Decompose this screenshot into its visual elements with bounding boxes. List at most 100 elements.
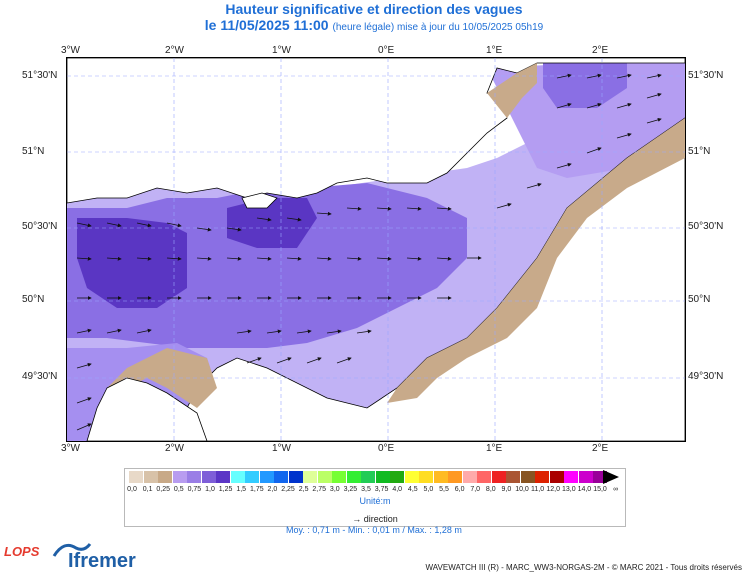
lon-label-top: 2°E bbox=[592, 45, 609, 56]
legend-swatch bbox=[564, 471, 578, 483]
lon-label-bottom: 0°E bbox=[378, 443, 395, 454]
land-isle-of-wight bbox=[241, 192, 278, 209]
legend-unit: Unité:m bbox=[359, 496, 391, 506]
legend-tick: 0,75 bbox=[187, 486, 202, 493]
legend-swatch bbox=[158, 471, 172, 483]
legend-tick: 4,0 bbox=[392, 486, 403, 493]
legend-tick: 6,0 bbox=[454, 486, 465, 493]
legend-tick: 15,0 bbox=[593, 486, 607, 493]
lon-label-top: 2°W bbox=[165, 45, 184, 56]
legend-tick: 1,75 bbox=[249, 486, 264, 493]
legend-tick: 7,0 bbox=[470, 486, 481, 493]
land-england bbox=[67, 58, 685, 204]
map-date: le 11/05/2025 11:00 (heure légale) mise … bbox=[0, 17, 748, 33]
coastal-shallow-france bbox=[387, 118, 685, 403]
lat-label-right: 50°N bbox=[688, 294, 711, 305]
lon-label-bottom: 1°E bbox=[486, 443, 503, 454]
legend-swatch bbox=[549, 471, 564, 483]
direction-arrow-icon: → bbox=[352, 514, 362, 524]
lon-label-bottom: 2°W bbox=[165, 443, 184, 454]
lon-label-top: 0°E bbox=[378, 45, 395, 56]
legend-swatch bbox=[491, 471, 506, 483]
legend: 0,0 0,1 0,25 0,5 0,75 1,0 1,25 1,5 1,75 2,0 2,25 2,… bbox=[124, 468, 626, 527]
legend-tick: 14,0 bbox=[577, 486, 592, 493]
legend-tick: 8,0 bbox=[485, 486, 496, 493]
land-cotentin bbox=[86, 377, 208, 441]
legend-tick: 0,5 bbox=[173, 486, 184, 493]
credit: WAVEWATCH III (R) - MARC_WW3-NORGAS-2M -… bbox=[425, 563, 742, 572]
lon-label-bottom: 2°E bbox=[592, 443, 609, 454]
legend-swatch bbox=[433, 471, 448, 483]
lat-label-right: 49°30'N bbox=[688, 371, 724, 382]
legend-swatch bbox=[274, 471, 288, 483]
lat-label-right: 51°N bbox=[688, 146, 711, 157]
lat-label-left: 51°30'N bbox=[22, 70, 58, 81]
wave-logo-icon bbox=[52, 543, 92, 557]
legend-tick: 9,0 bbox=[501, 486, 512, 493]
legend-swatch bbox=[448, 471, 462, 483]
legend-swatch bbox=[143, 471, 158, 483]
legend-tick: 13,0 bbox=[561, 486, 576, 493]
lops-logo: LOPS bbox=[4, 544, 40, 559]
legend-swatch bbox=[187, 471, 201, 483]
legend-tick: 1,0 bbox=[205, 486, 215, 493]
legend-swatch bbox=[216, 471, 230, 483]
sea-zone-dark-west bbox=[77, 218, 187, 308]
legend-tick: 3,25 bbox=[343, 486, 358, 493]
legend-tick: 0,0 bbox=[127, 486, 137, 493]
lat-label-left: 51°N bbox=[22, 146, 45, 157]
legend-swatch bbox=[259, 471, 274, 483]
legend-tick: 0,25 bbox=[156, 486, 170, 493]
legend-arrow-end bbox=[603, 470, 619, 484]
legend-tick: 1,25 bbox=[218, 486, 233, 493]
legend-swatch bbox=[390, 471, 404, 483]
legend-swatch bbox=[230, 471, 245, 483]
legend-swatch bbox=[346, 471, 361, 483]
legend-swatch bbox=[506, 471, 520, 483]
legend-tick: 2,0 bbox=[267, 486, 278, 493]
lon-label-bottom: 3°W bbox=[61, 443, 80, 454]
lat-label-left: 50°N bbox=[22, 294, 45, 305]
legend-tick: 4,5 bbox=[407, 486, 418, 493]
legend-swatch bbox=[520, 471, 535, 483]
map-title: Hauteur significative et direction des v… bbox=[225, 1, 523, 17]
legend-tick: 2,75 bbox=[312, 486, 326, 493]
legend-swatch bbox=[332, 471, 346, 483]
legend-swatch bbox=[317, 471, 332, 483]
legend-swatch bbox=[462, 471, 477, 483]
legend-swatch bbox=[375, 471, 390, 483]
lat-label-right: 51°30'N bbox=[688, 70, 724, 81]
legend-swatch bbox=[172, 471, 187, 483]
lon-label-bottom: 1°W bbox=[272, 443, 291, 454]
legend-swatch bbox=[129, 471, 143, 483]
lat-label-left: 49°30'N bbox=[22, 371, 58, 382]
legend-tick: 3,5 bbox=[361, 486, 371, 493]
lon-label-top: 1°E bbox=[486, 45, 503, 56]
legend-swatch bbox=[404, 471, 419, 483]
legend-tick: 3,75 bbox=[374, 486, 389, 493]
ifremer-logo: Ifremer bbox=[68, 550, 136, 572]
lon-label-top: 3°W bbox=[61, 45, 80, 56]
stats: Moy. : 0,71 m - Min. : 0,01 m / Max. : 1… bbox=[286, 525, 462, 535]
legend-tick: 3,0 bbox=[329, 486, 340, 493]
legend-tick: 5,5 bbox=[439, 486, 449, 493]
legend-swatch bbox=[419, 471, 433, 483]
legend-tick: 1,5 bbox=[236, 486, 247, 493]
legend-tick: 2,25 bbox=[281, 486, 295, 493]
lat-label-left: 50°30'N bbox=[22, 221, 58, 232]
legend-swatch bbox=[477, 471, 491, 483]
legend-swatch bbox=[578, 471, 593, 483]
legend-tick: 0,1 bbox=[142, 486, 153, 493]
legend-tick: 2,5 bbox=[298, 486, 309, 493]
sea-zone-channel-east bbox=[487, 58, 685, 178]
legend-tick: 12,0 bbox=[546, 486, 560, 493]
legend-direction: → direction bbox=[125, 514, 625, 524]
legend-swatch bbox=[535, 471, 549, 483]
land-england-coast-sand bbox=[487, 63, 537, 118]
lat-label-right: 50°30'N bbox=[688, 221, 724, 232]
legend-swatch bbox=[288, 471, 303, 483]
legend-tick: 11,0 bbox=[531, 486, 545, 493]
date-line: le 11/05/2025 11:00 bbox=[204, 17, 329, 33]
legend-tick: ∞ bbox=[613, 486, 619, 493]
grid bbox=[67, 58, 685, 441]
